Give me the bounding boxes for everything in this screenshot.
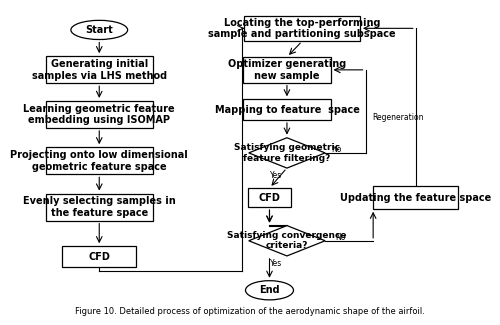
Text: Regeneration: Regeneration (372, 113, 424, 122)
FancyBboxPatch shape (248, 188, 292, 207)
Text: Mapping to feature  space: Mapping to feature space (214, 105, 360, 115)
Text: Evenly selecting samples in
the feature space: Evenly selecting samples in the feature … (23, 196, 176, 218)
Text: Projecting onto low dimensional
geometric feature space: Projecting onto low dimensional geometri… (10, 150, 188, 172)
Text: Optimizer generating
new sample: Optimizer generating new sample (228, 59, 346, 81)
Text: Satisfying convergence
criteria?: Satisfying convergence criteria? (227, 231, 346, 251)
Text: Satisfying geometric
feature filtering?: Satisfying geometric feature filtering? (234, 143, 340, 162)
FancyBboxPatch shape (373, 187, 458, 209)
Text: Learning geometric feature
embedding using ISOMAP: Learning geometric feature embedding usi… (24, 104, 175, 125)
FancyBboxPatch shape (244, 16, 360, 41)
Text: Updating the feature space: Updating the feature space (340, 193, 492, 203)
Text: No: No (335, 233, 345, 242)
Text: Generating initial
samples via LHS method: Generating initial samples via LHS metho… (32, 59, 167, 81)
FancyBboxPatch shape (244, 99, 330, 120)
Text: No: No (331, 145, 341, 154)
Text: Locating the top-performing
sample and partitioning subspace: Locating the top-performing sample and p… (208, 18, 396, 39)
FancyBboxPatch shape (62, 246, 136, 267)
Text: Yes: Yes (270, 259, 282, 267)
Polygon shape (249, 138, 325, 168)
FancyBboxPatch shape (46, 56, 152, 84)
Text: CFD: CFD (88, 252, 110, 262)
Ellipse shape (246, 281, 294, 300)
Ellipse shape (71, 20, 128, 40)
FancyBboxPatch shape (46, 147, 152, 175)
Polygon shape (249, 226, 325, 256)
Text: Start: Start (86, 25, 113, 35)
Text: End: End (259, 285, 280, 295)
Text: CFD: CFD (258, 193, 280, 203)
FancyBboxPatch shape (244, 57, 330, 83)
Text: Figure 10. Detailed process of optimization of the aerodynamic shape of the airf: Figure 10. Detailed process of optimizat… (75, 307, 425, 316)
FancyBboxPatch shape (46, 194, 152, 221)
FancyBboxPatch shape (46, 101, 152, 128)
Text: Yes: Yes (270, 171, 282, 180)
